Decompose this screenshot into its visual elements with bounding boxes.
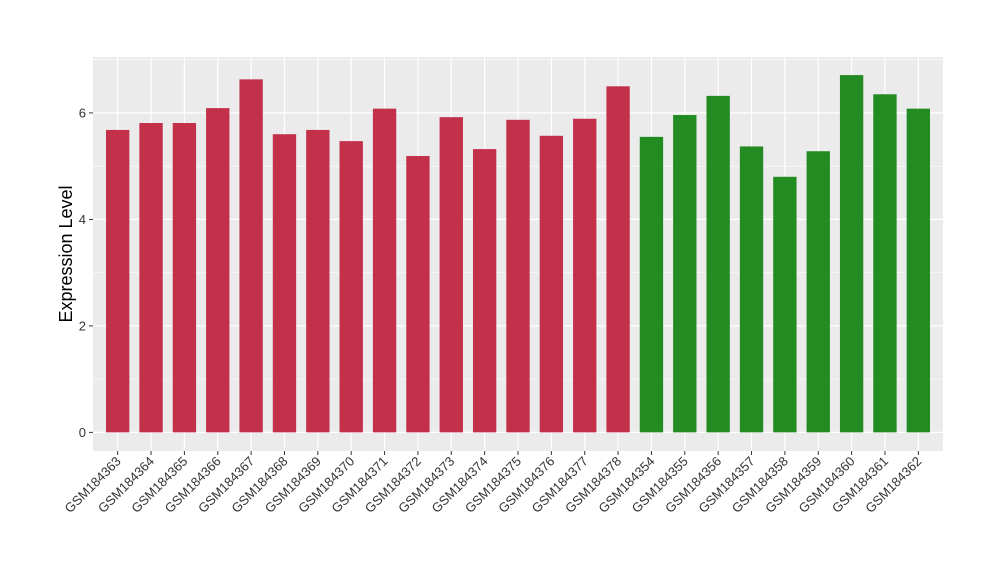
bar-GSM184355 (673, 115, 697, 433)
bar-GSM184356 (706, 95, 730, 433)
bar-GSM184368 (272, 134, 297, 433)
bar-GSM184357 (739, 146, 764, 433)
bar-GSM184361 (873, 94, 897, 433)
bar-GSM184362 (906, 108, 930, 433)
bar-GSM184359 (806, 151, 830, 433)
bar-GSM184376 (539, 135, 564, 433)
bar-GSM184378 (606, 86, 630, 433)
bar-GSM184369 (306, 129, 330, 433)
bar-GSM184374 (472, 149, 497, 433)
bar-GSM184365 (172, 123, 197, 433)
bar-GSM184367 (239, 79, 263, 433)
bar-GSM184363 (106, 129, 130, 433)
y-tick-label: 0 (79, 425, 86, 440)
y-tick-label: 2 (79, 318, 86, 333)
bar-GSM184371 (372, 108, 397, 433)
bar-GSM184366 (206, 108, 230, 433)
bar-GSM184372 (406, 156, 430, 433)
bar-GSM184360 (839, 75, 864, 433)
y-axis-title: Expression Level (56, 185, 76, 322)
bars (106, 75, 930, 433)
bar-GSM184358 (773, 176, 797, 433)
bar-GSM184375 (506, 119, 530, 433)
bar-GSM184354 (639, 136, 664, 433)
bar-GSM184364 (139, 123, 163, 433)
x-axis: GSM184363GSM184364GSM184365GSM184366GSM1… (62, 451, 924, 516)
bar-GSM184370 (339, 141, 363, 433)
y-tick-label: 6 (79, 105, 86, 120)
bar-GSM184377 (573, 118, 597, 433)
bar-GSM184373 (439, 117, 463, 433)
y-tick-label: 4 (79, 212, 86, 227)
y-axis: 0 2 4 6 (79, 105, 93, 440)
